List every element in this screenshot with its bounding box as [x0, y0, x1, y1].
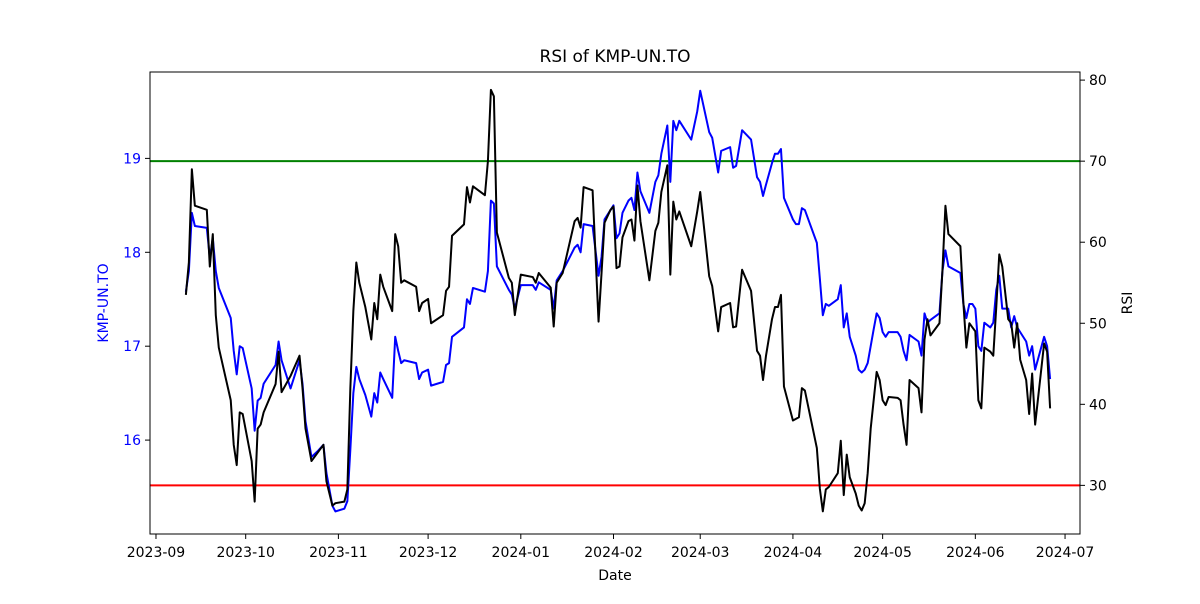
y-left-tick-label: 16: [123, 433, 141, 449]
x-tick-label: 2024-02: [584, 545, 643, 561]
y-axis-right-ticks: 30 40 50 60 70 80: [1080, 73, 1107, 494]
x-tick-label: 2023-09: [127, 545, 186, 561]
y-axis-left-ticks: 16 17 18 19: [123, 151, 150, 449]
plot-frame: [149, 71, 1081, 535]
x-tick-label: 2024-05: [853, 545, 912, 561]
y-right-tick-label: 70: [1089, 154, 1107, 170]
rsi-series-line: [184, 88, 1052, 513]
y-left-tick-label: 18: [123, 245, 141, 261]
y-left-tick-label: 19: [123, 151, 141, 167]
x-axis-ticks: 2023-09 2023-10 2023-11 2023-12 2024-01 2024-…: [127, 534, 1095, 561]
x-tick-label: 2024-04: [764, 545, 823, 561]
y-right-tick-label: 60: [1089, 235, 1107, 251]
threshold-lines: [150, 160, 1080, 487]
y-right-tick-label: 80: [1089, 73, 1107, 89]
chart-title: RSI of KMP-UN.TO: [540, 47, 691, 67]
y-right-tick-label: 50: [1089, 316, 1107, 332]
y-left-tick-label: 17: [123, 339, 141, 355]
y-right-tick-label: 40: [1089, 397, 1107, 413]
series-layer: [184, 88, 1052, 513]
y-axis-right-label: RSI: [1120, 292, 1136, 315]
x-tick-label: 2023-10: [216, 545, 275, 561]
y-axis-left-label: KMP-UN.TO: [96, 263, 112, 342]
x-tick-label: 2023-12: [399, 545, 458, 561]
y-right-tick-label: 30: [1089, 478, 1107, 494]
x-tick-label: 2024-07: [1036, 545, 1095, 561]
x-tick-label: 2024-01: [492, 545, 551, 561]
x-tick-label: 2024-06: [946, 545, 1005, 561]
price-series-line: [184, 89, 1052, 513]
x-tick-label: 2023-11: [309, 545, 368, 561]
x-tick-label: 2024-03: [671, 545, 730, 561]
x-axis-label: Date: [598, 568, 631, 584]
